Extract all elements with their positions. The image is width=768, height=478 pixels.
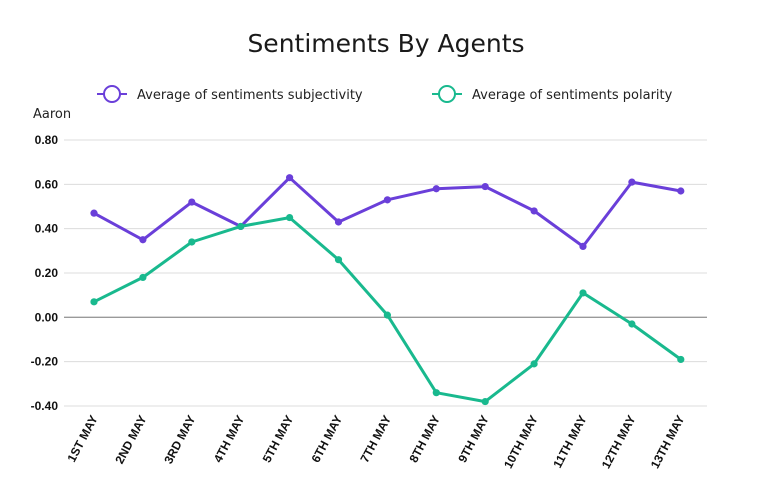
- data-point: [677, 355, 685, 364]
- y-tick-label: -0.20: [31, 355, 59, 369]
- gridlines: [64, 139, 707, 407]
- data-point: [432, 389, 440, 397]
- panel-label: Aaron: [33, 107, 71, 122]
- x-tick-label: 10TH MAY: [501, 413, 541, 471]
- x-tick-label: 5TH MAY: [260, 413, 297, 465]
- data-point: [334, 218, 343, 226]
- data-point: [334, 256, 343, 264]
- data-point: [677, 187, 685, 195]
- x-tick-label: 12TH MAY: [599, 413, 639, 471]
- data-point: [432, 185, 440, 193]
- series-line: [92, 176, 683, 248]
- data-point: [530, 360, 538, 368]
- data-point: [237, 222, 245, 231]
- series-0: [90, 174, 685, 250]
- x-tick-label: 6TH MAY: [309, 413, 346, 465]
- legend: Average of sentiments subjectivity Avera…: [97, 85, 673, 103]
- data-point: [579, 242, 587, 250]
- y-tick-label: 0.20: [35, 266, 59, 280]
- series-layer: [90, 174, 685, 406]
- data-point: [286, 174, 294, 182]
- data-point: [579, 289, 587, 297]
- legend-label-polarity: Average of sentiments polarity: [472, 88, 673, 103]
- x-tick-label: 11TH MAY: [550, 413, 589, 470]
- data-point: [628, 178, 636, 186]
- data-point: [628, 320, 636, 328]
- y-tick-label: 0.80: [35, 133, 59, 147]
- y-tick-label: 0.00: [35, 310, 59, 324]
- x-tick-label: 3RD MAY: [161, 413, 198, 466]
- x-tick-label: 4TH MAY: [211, 413, 248, 465]
- x-tick-label: 1ST MAY: [64, 413, 100, 465]
- x-tick-label: 2ND MAY: [112, 413, 149, 466]
- legend-label-subjectivity: Average of sentiments subjectivity: [137, 88, 363, 103]
- x-tick-label: 9TH MAY: [455, 413, 492, 465]
- data-point: [139, 273, 147, 282]
- legend-item-subjectivity: Average of sentiments subjectivity: [97, 85, 363, 103]
- chart-title: Sentiments By Agents: [247, 29, 524, 58]
- data-point: [188, 198, 196, 206]
- x-tick-label: 8TH MAY: [406, 413, 443, 465]
- data-point: [90, 298, 98, 306]
- data-point: [481, 397, 489, 406]
- data-point: [139, 236, 147, 244]
- data-point: [188, 238, 196, 246]
- series-1: [90, 213, 685, 406]
- data-point: [383, 196, 391, 204]
- data-point: [90, 209, 98, 217]
- y-axis-ticks: 0.80 0.60 0.40 0.20 0.00 -0.20 -0.40: [31, 133, 59, 413]
- data-point: [286, 213, 294, 222]
- y-tick-label: 0.40: [35, 222, 59, 236]
- series-line: [92, 216, 683, 404]
- y-tick-label: 0.60: [35, 177, 59, 191]
- data-point: [530, 207, 538, 215]
- y-tick-label: -0.40: [31, 399, 59, 413]
- data-point: [481, 182, 489, 191]
- legend-marker-polarity: [438, 85, 456, 103]
- x-tick-label: 7TH MAY: [357, 413, 394, 465]
- data-point: [383, 311, 391, 319]
- x-axis-ticks: 1ST MAY 2ND MAY 3RD MAY 4TH MAY 5TH MAY 6TH M…: [64, 413, 687, 471]
- legend-marker-subjectivity: [103, 85, 121, 103]
- x-tick-label: 13TH MAY: [648, 413, 688, 471]
- legend-item-polarity: Average of sentiments polarity: [432, 85, 673, 103]
